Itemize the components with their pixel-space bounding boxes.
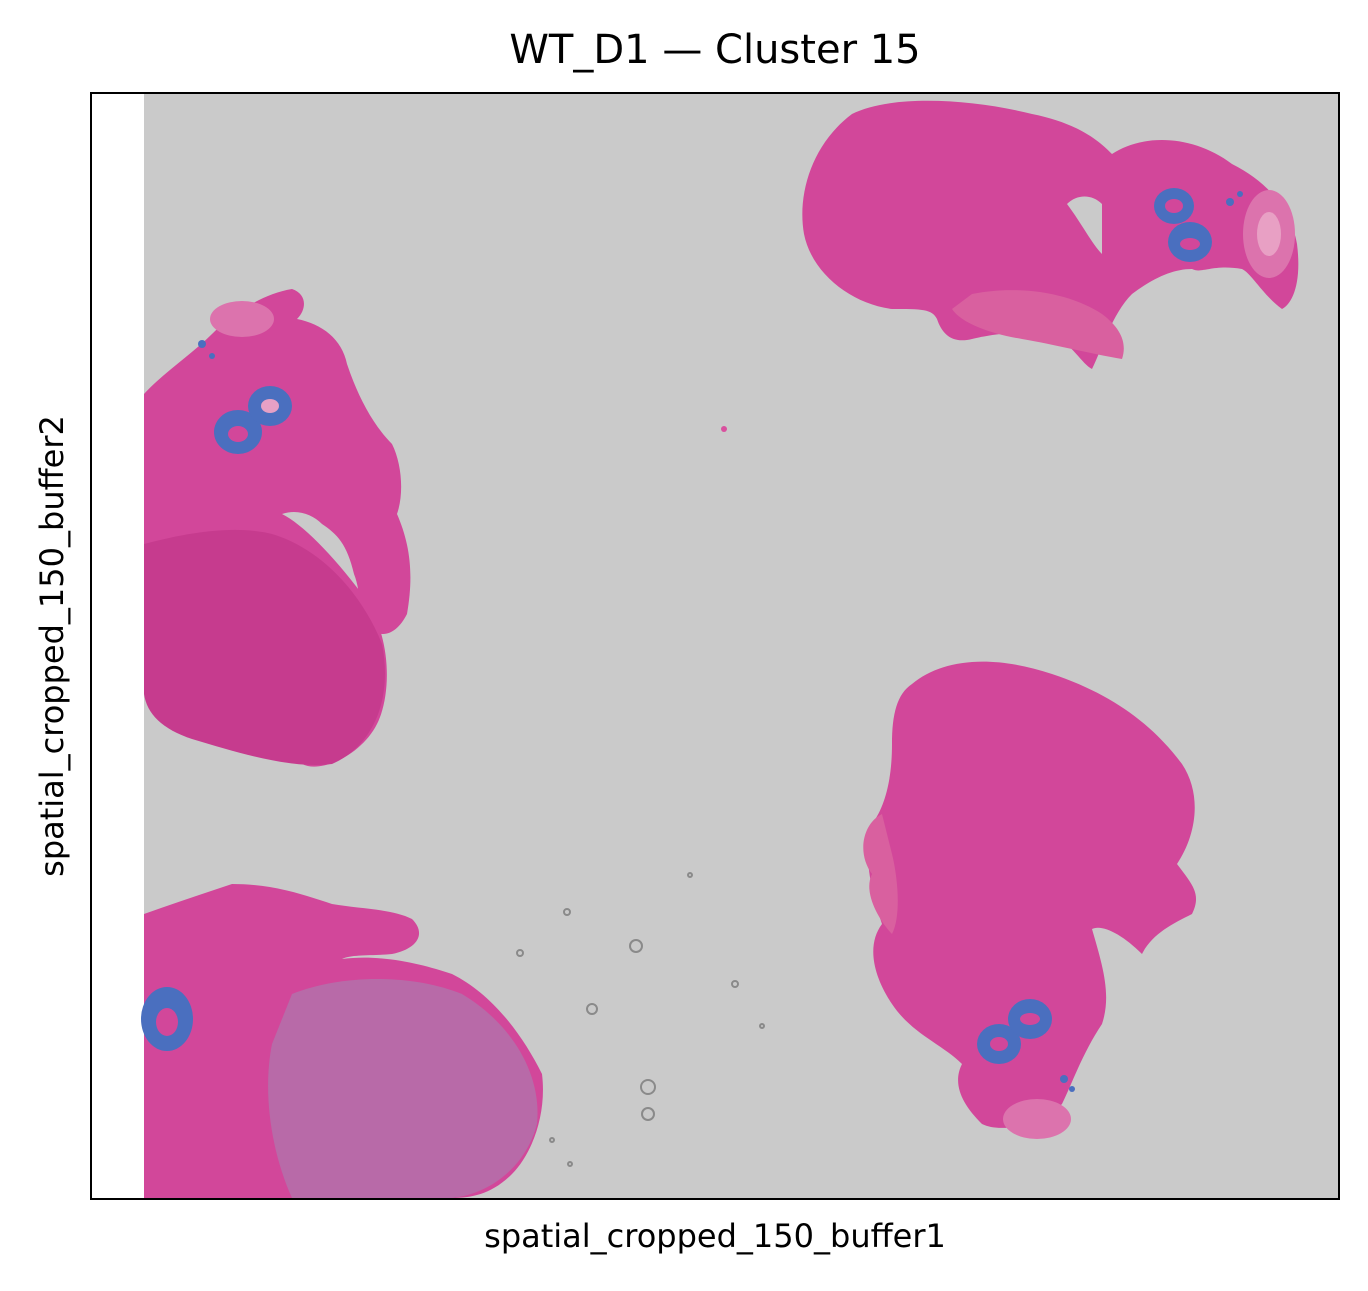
y-axis-label: spatial_cropped_150_buffer2 [33,415,71,877]
slide-debris [516,872,765,1167]
x-axis-label: spatial_cropped_150_buffer1 [484,1217,946,1255]
figure-title: WT_D1 — Cluster 15 [509,27,921,73]
tissue-image [92,94,1338,1198]
tissue-section-right-lower [863,661,1197,1139]
spatial-plot-area [90,92,1340,1200]
tissue-section-left-middle [144,289,411,767]
tissue-section-top-right [802,100,1299,369]
tissue-section-left-bottom [141,884,543,1198]
